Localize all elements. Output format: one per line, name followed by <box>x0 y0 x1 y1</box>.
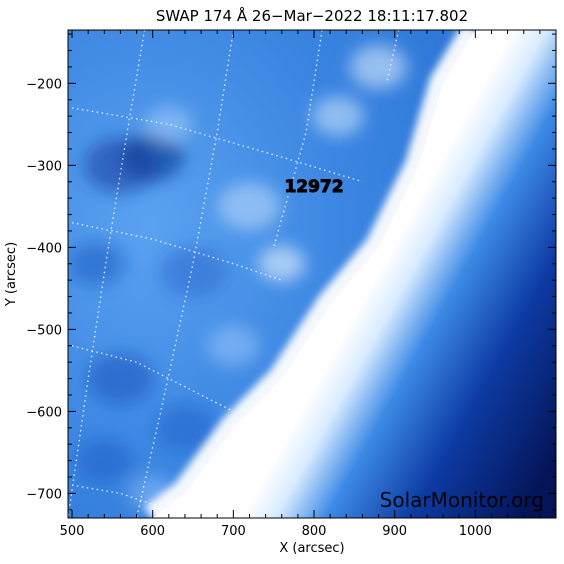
grid-line-7 <box>385 30 400 84</box>
grid-line-4 <box>68 30 146 518</box>
plot-frame <box>67 29 557 519</box>
solar-image <box>68 30 556 518</box>
coronal-feature-9 <box>145 106 193 143</box>
x-axis-label: X (arcsec) <box>279 541 344 556</box>
coronal-feature-7 <box>218 182 281 231</box>
y-tick-label-minus-600: −600 <box>26 405 62 420</box>
coronal-feature-12 <box>349 44 408 89</box>
coronal-feature-4 <box>86 352 155 405</box>
watermark: SolarMonitor.org <box>380 488 544 512</box>
coronal-feature-5 <box>153 403 217 452</box>
y-tick-label-minus-300: −300 <box>26 159 62 174</box>
coronal-feature-1 <box>121 133 184 182</box>
y-tick-label-minus-200: −200 <box>26 77 62 92</box>
heliographic-grid <box>68 30 400 518</box>
coronal-feature-11 <box>312 96 365 137</box>
chart-title: SWAP 174 Å 26−Mar−2022 18:11:17.802 <box>156 6 468 25</box>
grid-line-3 <box>71 484 170 511</box>
y-tick-labels: −700 −600 −500 −400 −300 −200 <box>26 77 62 502</box>
x-tick-label-500: 500 <box>60 524 85 539</box>
grid-line-1 <box>71 222 283 281</box>
coronal-feature-10 <box>75 438 133 483</box>
y-axis-label: Y (arcsec) <box>4 242 19 307</box>
x-tick-labels: 500 600 700 800 900 1000 <box>60 524 492 539</box>
coronal-feature-2 <box>68 241 125 286</box>
y-tick-label-minus-700: −700 <box>26 487 62 502</box>
coronal-feature-3 <box>159 245 227 298</box>
active-region-label: 12972 <box>284 177 343 197</box>
x-tick-label-800: 800 <box>302 524 327 539</box>
limb-brightening <box>144 30 488 518</box>
y-tick-label-minus-500: −500 <box>26 323 62 338</box>
x-tick-label-600: 600 <box>140 524 165 539</box>
x-tick-label-700: 700 <box>221 524 246 539</box>
x-tick-label-1000: 1000 <box>459 524 492 539</box>
x-tick-label-900: 900 <box>382 524 407 539</box>
coronal-feature-6 <box>207 325 260 366</box>
y-tick-label-minus-400: −400 <box>26 241 62 256</box>
coronal-feature-8 <box>258 245 306 282</box>
coronal-structure <box>68 44 408 512</box>
axis-ticks <box>68 30 557 518</box>
